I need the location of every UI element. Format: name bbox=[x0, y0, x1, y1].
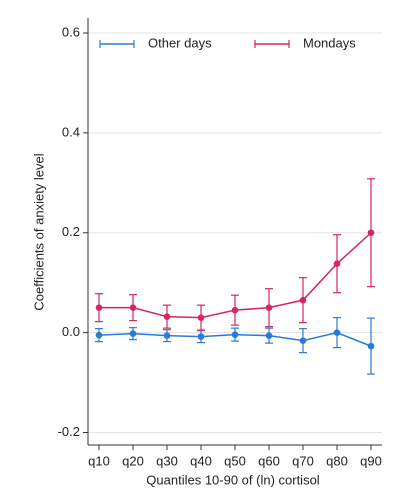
x-tick-label: q30 bbox=[156, 453, 178, 468]
point bbox=[163, 313, 171, 320]
x-tick-label: q50 bbox=[224, 453, 246, 468]
point bbox=[95, 304, 103, 311]
point bbox=[367, 342, 375, 350]
point bbox=[265, 304, 273, 311]
point bbox=[299, 337, 307, 344]
point bbox=[197, 333, 205, 340]
point bbox=[129, 330, 137, 337]
y-tick-label: 0.4 bbox=[62, 124, 80, 139]
point bbox=[265, 332, 273, 339]
x-tick-label: q70 bbox=[292, 453, 314, 468]
point bbox=[163, 332, 171, 339]
y-axis-label: Coefficients of anxiety level bbox=[31, 153, 46, 310]
y-tick-label: 0.2 bbox=[62, 224, 80, 239]
legend-label: Mondays bbox=[303, 35, 356, 50]
point bbox=[367, 229, 375, 237]
point bbox=[299, 296, 307, 304]
point bbox=[129, 304, 137, 311]
point bbox=[95, 331, 103, 339]
x-tick-label: q90 bbox=[360, 453, 382, 468]
x-tick-label: q40 bbox=[190, 453, 212, 468]
x-tick-label: q20 bbox=[122, 453, 144, 468]
x-tick-label: q80 bbox=[326, 453, 348, 468]
x-tick-label: q60 bbox=[258, 453, 280, 468]
x-tick-label: q10 bbox=[88, 453, 110, 468]
legend-label: Other days bbox=[148, 35, 212, 50]
point bbox=[333, 329, 341, 336]
point bbox=[231, 306, 239, 314]
point bbox=[197, 314, 205, 321]
y-tick-label: 0.6 bbox=[62, 24, 80, 39]
x-axis-label: Quantiles 10-90 of (ln) cortisol bbox=[146, 472, 320, 487]
y-tick-label: -0.2 bbox=[58, 424, 80, 439]
y-tick-label: 0.0 bbox=[62, 324, 80, 339]
point bbox=[231, 331, 239, 338]
point bbox=[333, 260, 341, 268]
